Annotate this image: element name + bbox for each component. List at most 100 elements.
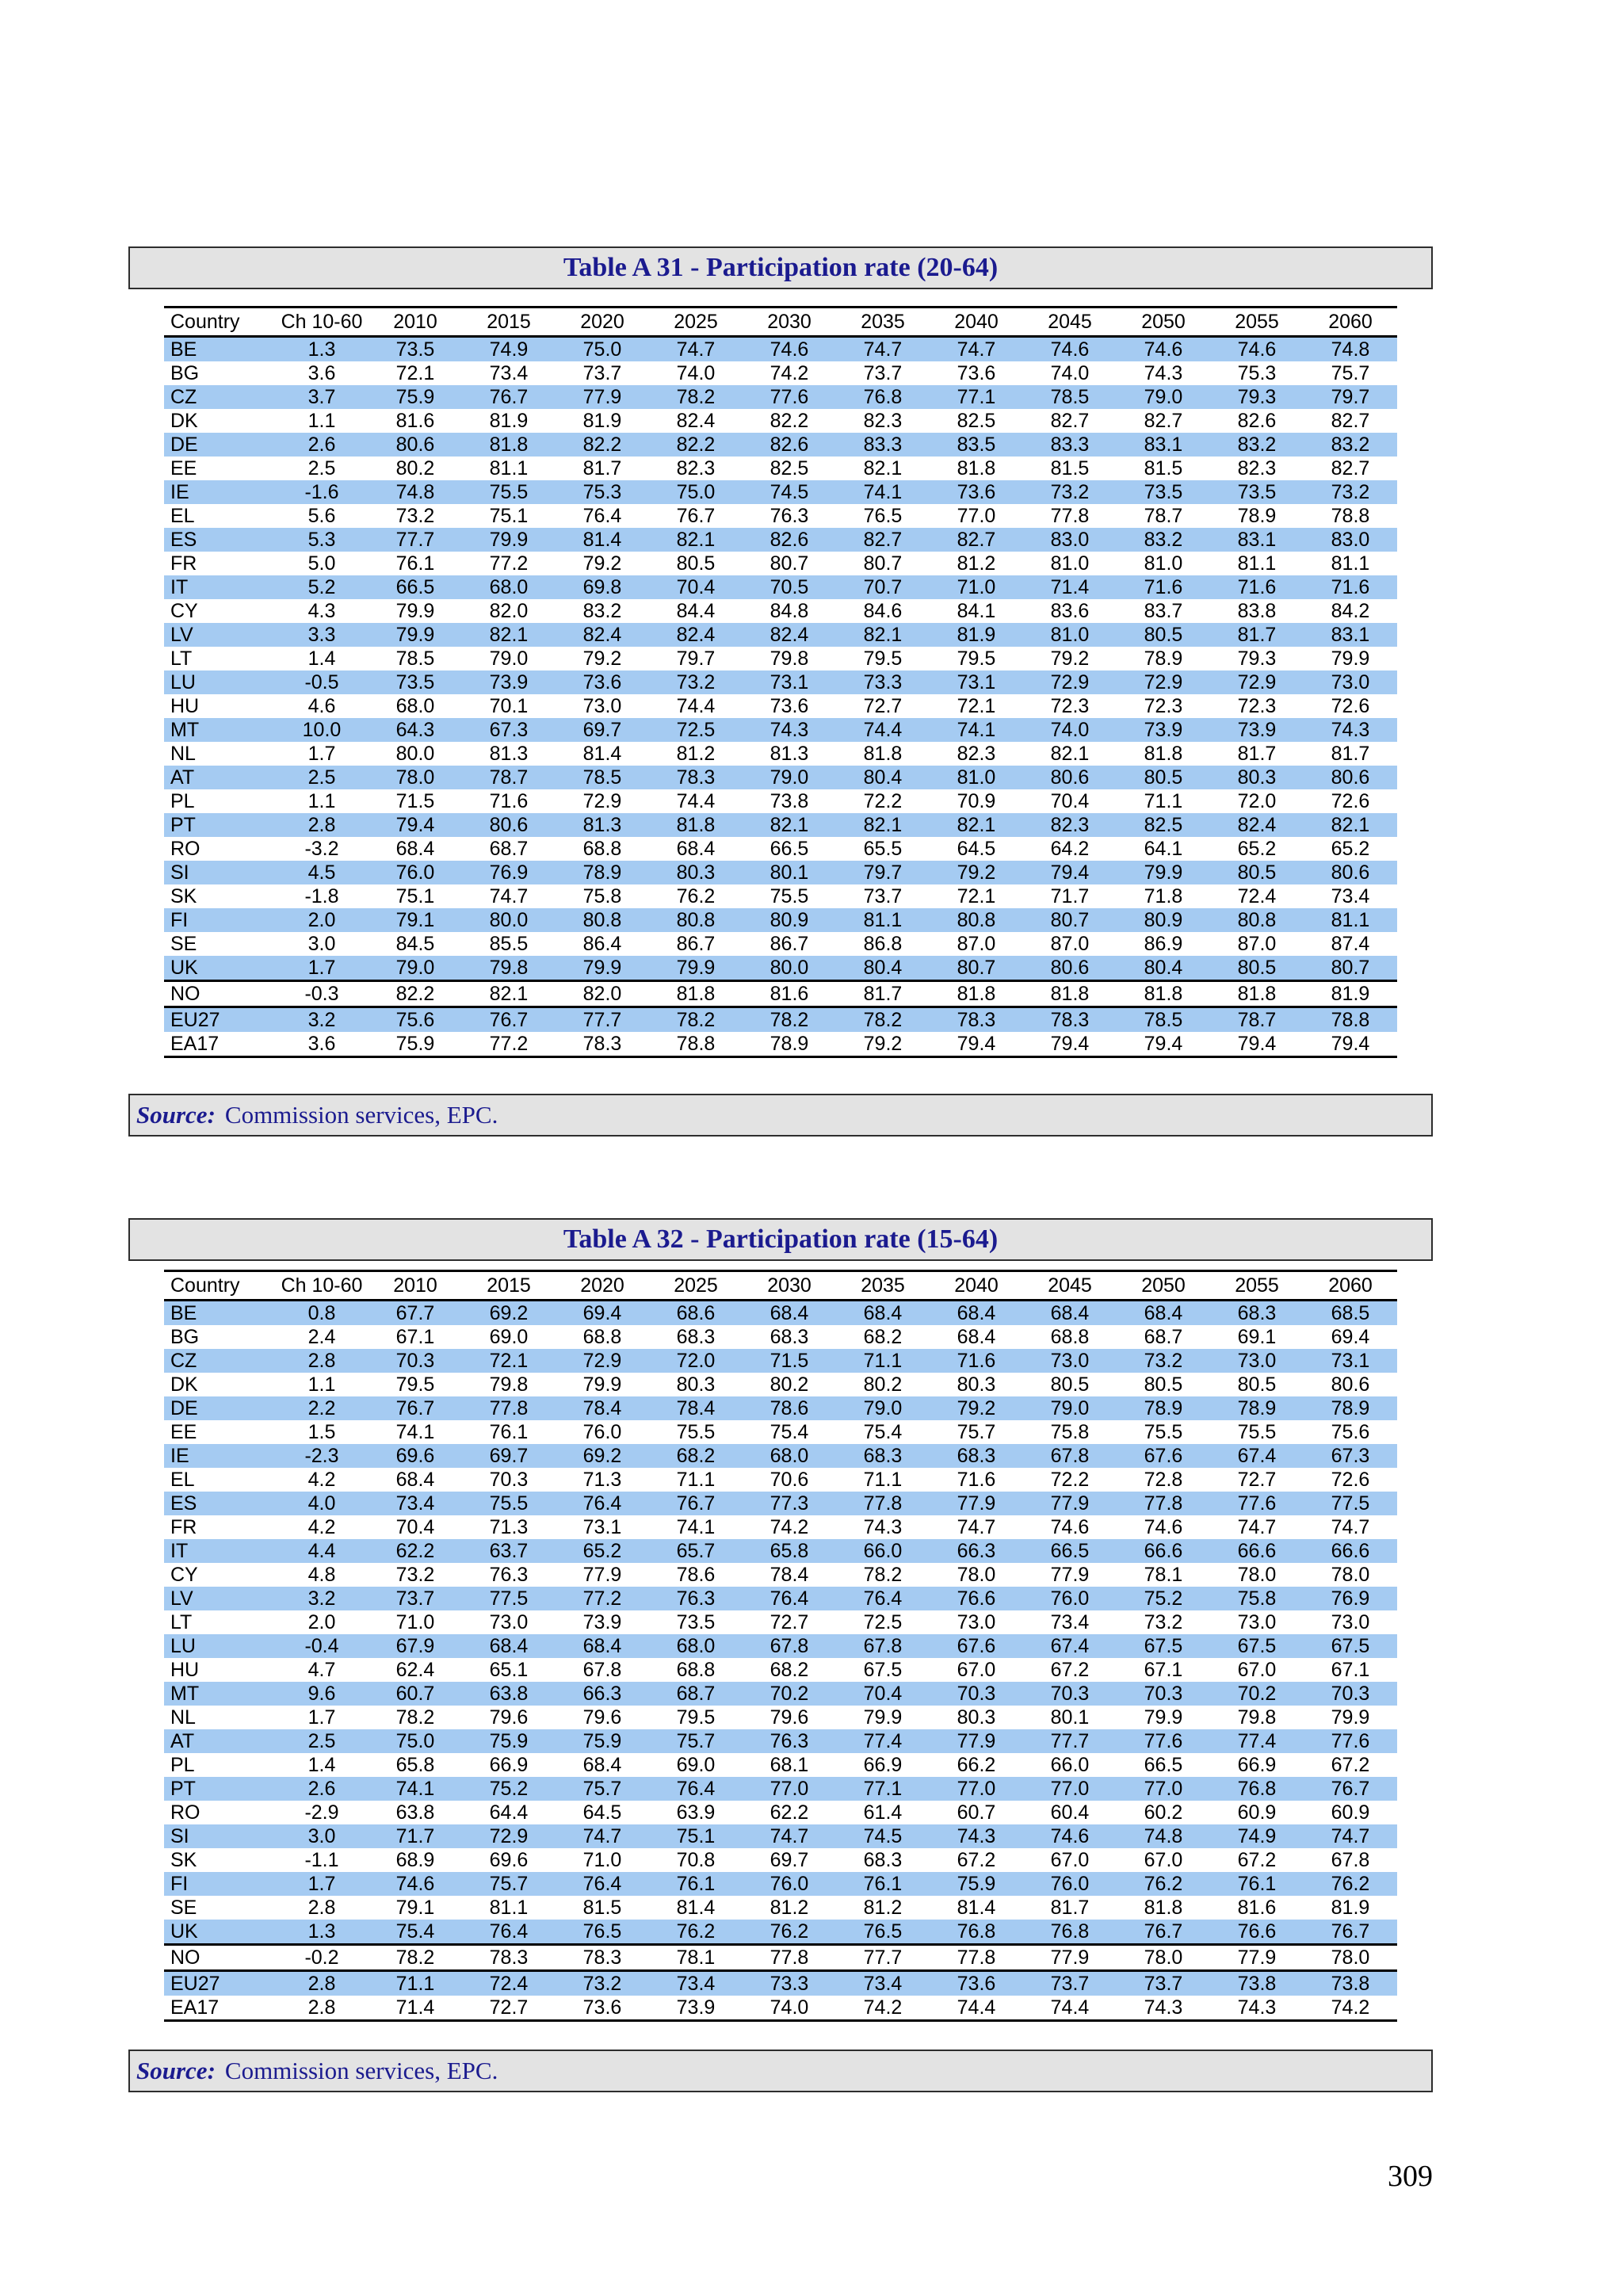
table-cell: 4.8 (307, 1563, 336, 1586)
table-cell: 67.2 (1237, 1848, 1277, 1871)
table-cell: 73.9 (462, 670, 556, 694)
table-cell: 81.6 (743, 980, 836, 1007)
table-cell: 74.4 (957, 1996, 996, 2019)
column-header: 2055 (1210, 1270, 1304, 1301)
table-cell: 81.8 (863, 742, 903, 765)
table-cell: 74.4 (676, 789, 716, 812)
table-cell: 68.8 (1050, 1325, 1090, 1348)
table-cell: 2.8 (275, 813, 369, 837)
table-cell: 74.7 (930, 336, 1023, 361)
row-label: NL (170, 742, 196, 765)
table-cell: 72.5 (863, 1610, 903, 1633)
column-header: 2035 (836, 307, 930, 338)
table-cell: 68.4 (836, 1300, 930, 1325)
row-label: HU (170, 1658, 200, 1681)
table-cell: 2.6 (275, 433, 369, 457)
table-cell: 81.2 (769, 1896, 809, 1919)
row-label: SE (170, 1896, 197, 1919)
table-cell: 75.0 (649, 480, 743, 504)
table-cell: 63.7 (462, 1539, 556, 1563)
table-cell: 81.8 (1023, 980, 1117, 1007)
table-cell: 74.0 (676, 361, 716, 384)
table-cell: 81.8 (1117, 980, 1210, 1007)
table-cell: 76.1 (489, 1420, 529, 1443)
table-cell: 82.1 (863, 457, 903, 479)
table-cell: 76.7 (676, 504, 716, 527)
table-cell: 77.0 (1023, 1777, 1117, 1801)
table-cell: 81.4 (556, 528, 649, 552)
row-label: CZ (164, 385, 275, 409)
table-cell: 74.5 (743, 480, 836, 504)
row-label: EA17 (170, 1032, 220, 1055)
table-row: FI 2.0 79.1 80.0 80.8 80.8 80.9 81.1 80.8 80.7 80.… (164, 908, 1397, 932)
table-cell: 66.5 (369, 575, 462, 599)
table-cell: 74.3 (743, 718, 836, 742)
table-cell: 77.2 (489, 552, 529, 575)
row-label: NO (164, 980, 275, 1007)
table-cell: 73.4 (836, 1969, 930, 1996)
table-cell: 82.7 (1050, 409, 1090, 432)
table-cell: 75.7 (462, 1872, 556, 1896)
table-row: SI 4.5 76.0 76.9 78.9 80.3 80.1 79.7 79.2 79.4 79.… (164, 861, 1397, 884)
table-cell: 65.1 (489, 1658, 529, 1681)
table-cell: 3.7 (275, 385, 369, 409)
table-cell: 75.7 (556, 1777, 649, 1801)
table-cell: 69.6 (369, 1444, 462, 1468)
table-cell: 74.0 (1050, 361, 1090, 384)
table-cell: 67.2 (1331, 1753, 1370, 1776)
table-cell: 77.9 (1023, 1943, 1117, 1971)
table-cell: 75.4 (863, 1420, 903, 1443)
table-cell: 78.3 (556, 1943, 649, 1971)
table-cell: 87.0 (1237, 932, 1277, 955)
table-cell: 60.9 (1331, 1801, 1370, 1824)
table-cell: 79.8 (489, 1373, 529, 1396)
table-cell: 82.5 (957, 409, 996, 432)
table-cell: 62.2 (769, 1801, 809, 1824)
column-header: 2055 (1210, 307, 1304, 338)
table-cell: 2.6 (275, 1777, 369, 1801)
table-row: EA17 3.6 75.9 77.2 78.3 78.8 78.9 79.2 79.4 79.4 7… (164, 1032, 1397, 1057)
column-header: 2050 (1117, 1270, 1210, 1301)
table-cell: 70.3 (1117, 1682, 1210, 1706)
table-cell: 75.1 (489, 504, 529, 527)
table-cell: 77.4 (836, 1729, 930, 1753)
row-label: CZ (164, 1349, 275, 1373)
table-cell: 84.6 (863, 599, 903, 622)
table-cell: 76.0 (369, 861, 462, 884)
table-row: LU -0.4 67.9 68.4 68.4 68.0 67.8 67.8 67.6 67.4 67… (164, 1634, 1397, 1658)
table-cell: 77.7 (1023, 1729, 1117, 1753)
table-cell: 79.4 (1023, 861, 1117, 884)
table-cell: 81.9 (1331, 1896, 1370, 1919)
table-cell: 2.8 (307, 1896, 336, 1919)
table-cell: 73.6 (582, 1996, 622, 2019)
table-cell: 77.5 (462, 1587, 556, 1610)
row-label: EE (170, 1420, 197, 1443)
column-header: 2025 (649, 1270, 743, 1301)
table-cell: 65.2 (1237, 837, 1277, 860)
table-cell: 69.4 (1331, 1325, 1370, 1348)
table-cell: 75.7 (649, 1729, 743, 1753)
table-row: PT 2.6 74.1 75.2 75.7 76.4 77.0 77.1 77.0 77.0 77.… (164, 1777, 1397, 1801)
table-cell: 75.6 (369, 1006, 462, 1032)
table-cell: 77.8 (1050, 504, 1090, 527)
table-cell: 72.1 (395, 361, 435, 384)
row-label: BE (164, 1300, 275, 1325)
table-cell: 72.7 (769, 1610, 809, 1633)
table-cell: 87.0 (1050, 932, 1090, 955)
table-cell: 67.8 (836, 1634, 930, 1658)
table-cell: 73.4 (1050, 1610, 1090, 1633)
table-cell: 76.7 (1304, 1920, 1397, 1945)
table-row: EU27 2.8 71.1 72.4 73.2 73.4 73.3 73.4 73.6 73.7 7… (164, 1969, 1397, 1996)
table-row: DK 1.1 79.5 79.8 79.9 80.3 80.2 80.2 80.3 80.5 80.… (164, 1373, 1397, 1396)
table-cell: 74.7 (556, 1824, 649, 1848)
table-cell: 79.2 (863, 1032, 903, 1055)
table-cell: 1.1 (307, 1373, 336, 1396)
table-row: LV 3.2 73.7 77.5 77.2 76.3 76.4 76.4 76.6 76.0 75.… (164, 1587, 1397, 1610)
table-cell: 4.0 (275, 1492, 369, 1515)
table-cell: 68.3 (930, 1444, 1023, 1468)
table-cell: 4.4 (275, 1539, 369, 1563)
table-cell: 64.4 (489, 1801, 529, 1824)
table-cell: 80.5 (1144, 1373, 1183, 1396)
table-cell: 86.8 (863, 932, 903, 955)
table-cell: 76.2 (676, 884, 716, 907)
